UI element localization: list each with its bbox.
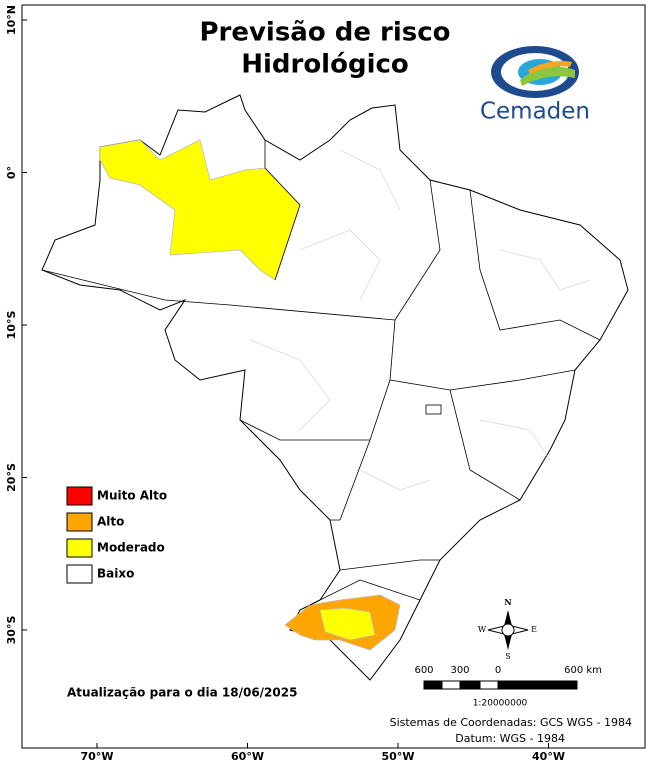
scale-label: 600 — [414, 665, 433, 676]
scale-label: 300 — [450, 665, 469, 676]
legend-label: Alto — [97, 515, 124, 529]
compass-rose — [487, 610, 529, 650]
legend-swatch — [66, 538, 93, 558]
lat-label: 10°N — [5, 5, 18, 35]
municipal-borders — [249, 149, 591, 491]
update-date: Atualização para o dia 18/06/2025 — [67, 686, 297, 700]
legend-swatch — [66, 564, 93, 584]
compass-label: S — [505, 652, 510, 661]
logo-text: Cemaden — [480, 99, 590, 125]
scale-ratio: 1:20000000 — [473, 699, 528, 709]
title-line: Hidrológico — [241, 50, 409, 80]
scale-label: 0 — [495, 665, 501, 676]
compass-label: W — [478, 625, 487, 634]
credit-line: Sistemas de Coordenadas: GCS WGS - 1984 — [390, 716, 632, 729]
moderate-region-south — [319, 607, 376, 641]
axis-labels: 10°N 0° 10°S 20°S 30°S 70°W 60°W 50°W 40°W — [5, 5, 565, 763]
scale-bar — [423, 680, 578, 690]
credit-line: Datum: WGS - 1984 — [455, 732, 565, 745]
compass-label: E — [531, 625, 537, 634]
legend-label: Moderado — [97, 541, 165, 555]
legend-label: Muito Alto — [97, 489, 167, 503]
title-line: Previsão de risco — [199, 18, 450, 48]
lat-label: 30°S — [5, 616, 18, 645]
lon-label: 40°W — [532, 750, 565, 763]
state-borders — [41, 140, 601, 606]
lon-label: 50°W — [382, 750, 415, 763]
lat-label: 0° — [5, 166, 18, 179]
lat-label: 10°S — [5, 311, 18, 340]
lat-label: 20°S — [5, 463, 18, 492]
legend-swatch — [66, 486, 93, 506]
legend-swatch — [66, 512, 93, 532]
legend: Muito Alto Alto Moderado Baixo — [66, 486, 167, 584]
scale-label: 600 km — [564, 665, 602, 676]
lon-label: 70°W — [81, 750, 114, 763]
legend-label: Baixo — [97, 567, 134, 581]
logo-mark — [491, 46, 579, 98]
lon-label: 60°W — [231, 750, 264, 763]
compass-label: N — [504, 597, 511, 607]
